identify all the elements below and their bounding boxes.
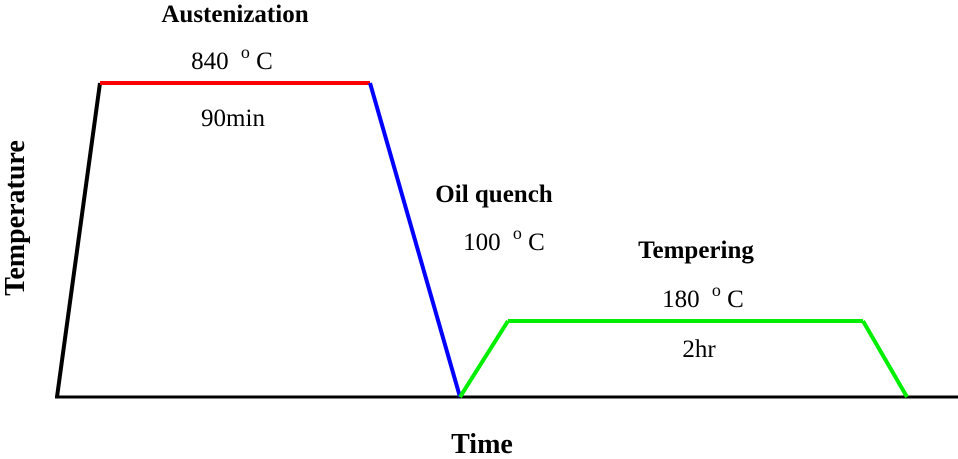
degree-symbol: o <box>241 42 250 62</box>
degree-symbol: o <box>513 223 522 243</box>
tempering-title: Tempering <box>638 237 754 264</box>
tempering-cool-down <box>861 319 909 399</box>
degree-symbol: o <box>712 280 721 300</box>
temp-unit: C <box>256 48 273 75</box>
oil-quench-line <box>368 82 462 398</box>
tempering-ramp-up <box>458 319 510 399</box>
temp-unit: C <box>528 229 545 256</box>
austenization-temperature: 840 o C <box>191 37 273 75</box>
austenization-temp-value: 840 <box>191 48 229 75</box>
tempering-temp-value: 180 <box>662 286 700 313</box>
tempering-duration: 2hr <box>682 336 716 363</box>
austenization-title: Austenization <box>161 1 308 28</box>
tempering-temperature: 180 o C <box>662 275 744 313</box>
heating-ramp <box>55 82 102 398</box>
x-axis-label: Time <box>451 429 513 459</box>
quench-temperature: 100 o C <box>463 218 545 256</box>
temp-unit: C <box>727 286 744 313</box>
quench-temp-value: 100 <box>463 229 501 256</box>
y-axis-label: Temperature <box>0 140 31 296</box>
oil-quench-title: Oil quench <box>435 181 552 208</box>
austenization-duration: 90min <box>201 105 265 132</box>
